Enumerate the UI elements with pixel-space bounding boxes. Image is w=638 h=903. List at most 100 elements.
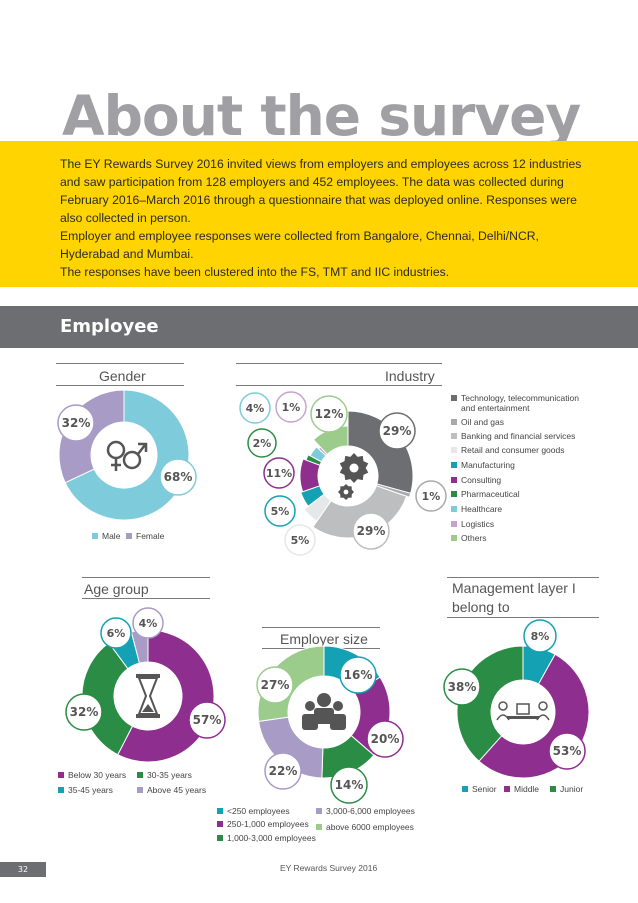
legend-item-logistics: Logistics <box>451 519 494 530</box>
age-value-bubble-30-35-years <box>65 693 103 731</box>
size-value-label-3-000-6-000-employees: 22% <box>269 764 298 778</box>
male-symbol-icon <box>122 450 142 470</box>
mgmt-value-bubble-middle <box>548 732 586 770</box>
gender-title-rule-top <box>56 363 184 364</box>
legend-item-below-30: Below 30 years <box>58 770 126 781</box>
person-head-icon-3 <box>317 693 331 707</box>
legend-item-technology: Technology, telecommunication <box>451 393 579 404</box>
industry-value-label-oil-and-gas: 1% <box>422 490 441 503</box>
large-gear-icon-hole <box>349 463 359 473</box>
age-value-label-below-30-years: 57% <box>193 713 222 727</box>
meeting-table-icon <box>507 716 539 719</box>
meeting-board-icon <box>516 703 530 715</box>
industry-value-bubble-others <box>310 395 348 433</box>
industry-value-bubble-logistics <box>275 391 307 423</box>
legend-item-3000-6000: 3,000-6,000 employees <box>316 806 415 817</box>
legend-item-35-45: 35-45 years <box>58 785 113 796</box>
legend-item-technology-line2: and entertainment <box>461 403 530 413</box>
mgmt-title: Management layer I belong to <box>452 580 576 615</box>
hourglass-top-icon <box>136 674 160 678</box>
size-title: Employer size <box>280 631 368 647</box>
industry-value-label-logistics: 1% <box>282 401 301 414</box>
legend-item-pharmaceutical: Pharmaceutical <box>451 489 520 500</box>
legend-item-female: Female <box>126 531 164 542</box>
age-value-bubble-above-45-years <box>132 607 164 639</box>
size-value-bubble-3-000-6-000-employees <box>264 752 302 790</box>
meeting-person-right-icon <box>538 701 548 711</box>
legend-item-250-1000: 250-1,000 employees <box>217 819 309 830</box>
legend-item-banking: Banking and financial services <box>451 431 575 442</box>
industry-slice-technology-telecommunication-and-entertainment <box>347 410 414 494</box>
age-center <box>115 663 181 729</box>
person-head-icon-2 <box>333 701 343 711</box>
size-value-label-250-employees: 16% <box>344 668 373 682</box>
legend-item-lt-250: <250 employees <box>217 806 290 817</box>
legend-item-30-35: 30-35 years <box>137 770 192 781</box>
industry-value-bubble-consulting <box>263 457 295 489</box>
mgmt-value-label-middle: 53% <box>553 744 582 758</box>
industry-value-bubble-banking-and-financial-services <box>352 512 390 550</box>
page-number: 32 <box>0 862 46 877</box>
person-head-icon-1 <box>305 701 315 711</box>
size-value-label-250-1-000-employees: 20% <box>371 732 400 746</box>
mgmt-value-bubble-junior <box>443 668 481 706</box>
industry-slice-others <box>312 425 349 455</box>
gender-center <box>92 423 156 487</box>
meeting-person-right-body <box>536 714 550 721</box>
age-value-label-35-45-years: 6% <box>107 627 126 640</box>
age-title-rule-bottom <box>82 598 210 599</box>
age-value-label-above-45-years: 4% <box>139 617 158 630</box>
industry-value-label-banking-and-financial-services: 29% <box>357 524 386 538</box>
age-value-label-30-35-years: 32% <box>70 705 99 719</box>
industry-title-rule-bottom <box>236 385 442 386</box>
page-title: About the survey <box>62 84 581 148</box>
age-value-bubble-below-30-years <box>188 701 226 739</box>
legend-item-above-45: Above 45 years <box>137 785 206 796</box>
legend-item-junior: Junior <box>550 784 583 795</box>
mgmt-title-rule-top <box>447 577 599 578</box>
footer-text: EY Rewards Survey 2016 <box>280 863 378 873</box>
size-value-label-above-6000-employees: 27% <box>261 678 290 692</box>
legend-item-consulting: Consulting <box>451 475 501 486</box>
size-value-label-1-000-3-000-employees: 14% <box>335 778 364 792</box>
mgmt-value-bubble-senior <box>523 619 557 653</box>
legend-item-oil-gas: Oil and gas <box>451 417 504 428</box>
size-title-rule-top <box>262 627 380 628</box>
legend-item-middle: Middle <box>504 784 539 795</box>
legend-item-male: Male <box>92 531 120 542</box>
industry-value-label-healthcare: 4% <box>246 402 265 415</box>
meeting-person-left-body <box>496 714 510 721</box>
industry-value-label-pharmaceutical: 2% <box>253 437 272 450</box>
legend-item-manufacturing: Manufacturing <box>451 460 515 471</box>
legend-item-others: Others <box>451 533 487 544</box>
intro-paragraph-3: The responses have been clustered into t… <box>60 265 450 279</box>
industry-value-label-consulting: 11% <box>266 467 292 480</box>
hourglass-icon <box>137 677 159 715</box>
size-value-bubble-250-1-000-employees <box>366 720 404 758</box>
legend-item-above-6000: above 6000 employees <box>316 822 414 833</box>
industry-value-bubble-healthcare <box>239 392 271 424</box>
intro-paragraph-2: Employer and employee responses were col… <box>60 229 539 261</box>
size-value-bubble-250-employees <box>339 656 377 694</box>
mgmt-title-rule-bottom <box>447 617 599 618</box>
section-title: Employee <box>60 316 159 337</box>
industry-value-bubble-oil-and-gas <box>415 480 447 512</box>
industry-title: Industry <box>385 368 435 384</box>
section-header-bar <box>0 306 638 348</box>
gender-value-bubble-female <box>57 404 95 442</box>
industry-value-label-retail-and-consumer-goods: 5% <box>291 534 310 547</box>
gender-value-label-female: 32% <box>62 416 91 430</box>
legend-item-healthcare: Healthcare <box>451 504 502 515</box>
person-body-icon-3 <box>314 708 334 724</box>
mgmt-value-label-junior: 38% <box>448 680 477 694</box>
gender-value-label-male: 68% <box>164 470 193 484</box>
male-symbol-arrow <box>137 444 146 455</box>
gender-value-bubble-male <box>159 458 197 496</box>
legend-item-1000-3000: 1,000-3,000 employees <box>217 833 316 844</box>
age-title: Age group <box>84 581 149 597</box>
mgmt-value-label-senior: 8% <box>531 630 550 643</box>
industry-value-label-technology-telecommunication-and-entertainment: 29% <box>383 424 412 438</box>
age-slice-below-30-years <box>117 629 215 763</box>
intro-paragraph-1: The EY Rewards Survey 2016 invited views… <box>60 157 582 225</box>
